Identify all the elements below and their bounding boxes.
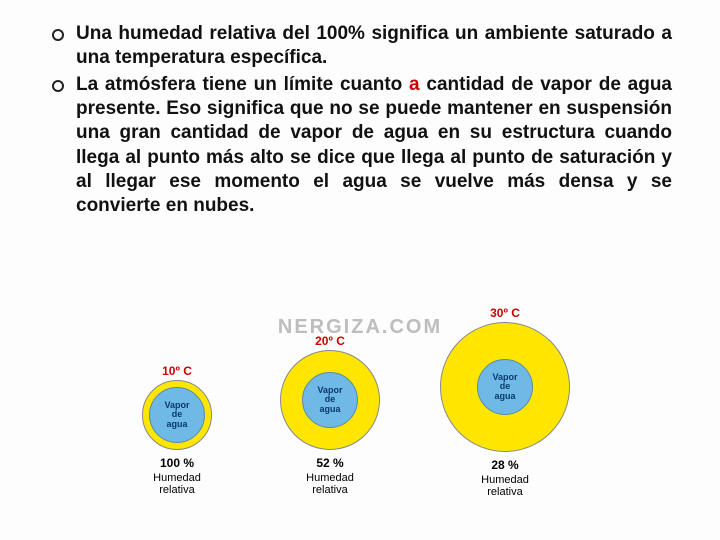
water-label: agua (319, 405, 340, 414)
water-label: agua (166, 420, 187, 429)
bullet-text-2b: cantidad de vapor de agua presente. Eso … (76, 74, 672, 217)
water-vapor-circle: Vapordeagua (302, 372, 358, 428)
air-circle: Vapordeagua (142, 380, 212, 450)
humidity-diagram: NERGIZA.COM 10º CVapordeagua100 %Humedad… (0, 312, 720, 522)
bullet-text-2-red: a (409, 74, 420, 95)
humidity-percent: 28 % (440, 458, 570, 472)
humidity-percent: 52 % (280, 456, 380, 470)
humidity-label: Humedadrelativa (280, 472, 380, 496)
humidity-label: Humedadrelativa (142, 472, 212, 496)
bullet-list: Una humedad relativa del 100% significa … (48, 22, 672, 219)
temp-label: 30º C (440, 306, 570, 320)
water-label: agua (494, 392, 515, 401)
air-circle: Vapordeagua (440, 322, 570, 452)
humidity-percent: 100 % (142, 456, 212, 470)
bullet-text-1: Una humedad relativa del 100% significa … (76, 23, 672, 68)
temp-label: 10º C (142, 364, 212, 378)
humidity-label: Humedadrelativa (440, 474, 570, 498)
humidity-circle-3: 30º C Vapordeagua 28 % Humedadrelativa (440, 306, 570, 498)
water-vapor-circle: Vapordeagua (149, 387, 205, 443)
bullet-text-2a: La atmósfera tiene un límite cuanto (76, 74, 409, 95)
bullet-item-2: La atmósfera tiene un límite cuanto a ca… (48, 73, 672, 219)
temp-label: 20º C (280, 334, 380, 348)
humidity-circle-2: 20º C Vapordeagua 52 % Humedadrelativa (280, 334, 380, 496)
water-vapor-circle: Vapordeagua (477, 359, 533, 415)
bullet-item-1: Una humedad relativa del 100% significa … (48, 22, 672, 71)
air-circle: Vapordeagua (280, 350, 380, 450)
humidity-circle-1: 10º C Vapordeagua 100 % Humedadrelativa (142, 364, 212, 496)
